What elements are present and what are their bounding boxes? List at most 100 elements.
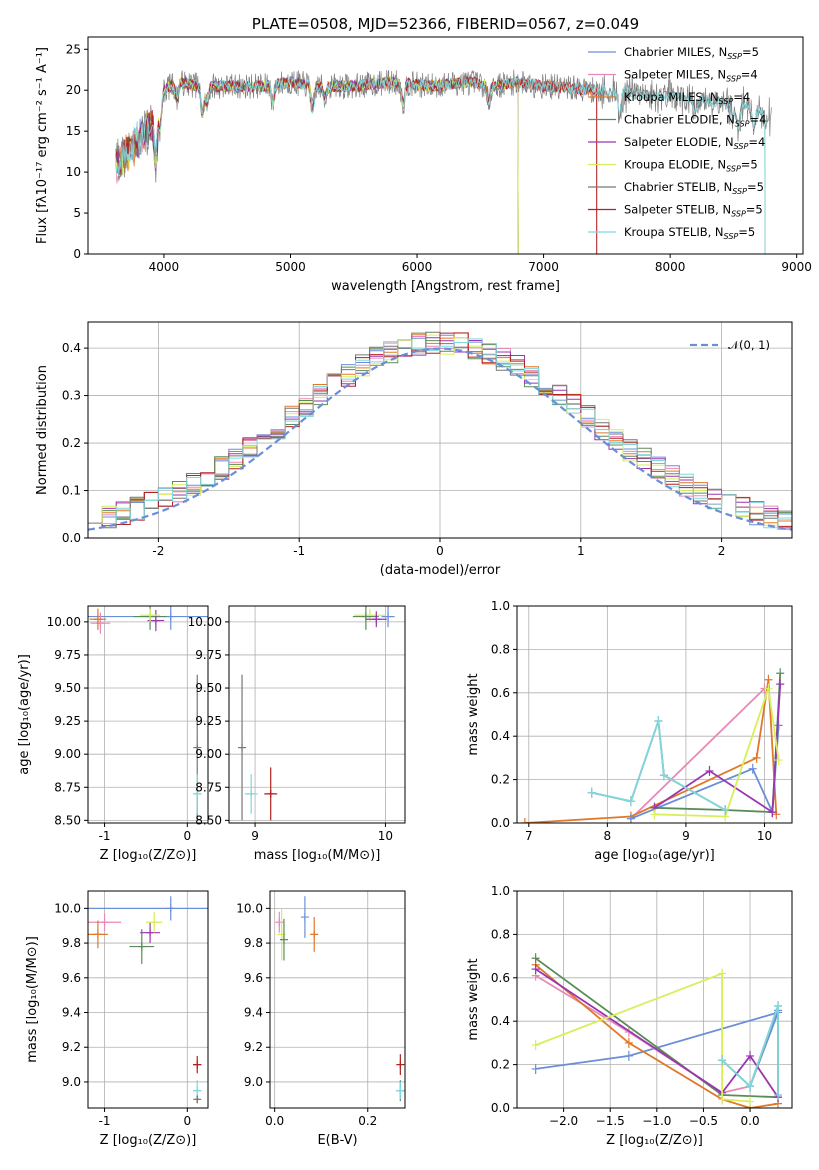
model-spectrum-salpeter_elodie [115, 75, 519, 254]
y-tick-label: 0.0 [491, 1101, 510, 1115]
legend-label-kroupa_miles: Kroupa MILES, NSSP=4 [624, 90, 750, 106]
y-tick-label: 9.50 [195, 681, 222, 695]
y-axis-label: Normed distribution [35, 365, 50, 495]
weight-line-kroupa_miles [524, 679, 778, 823]
y-tick-label: 0 [73, 247, 81, 261]
data-point-chabrier_miles [166, 904, 175, 913]
data-point-chabrier_elodie [279, 935, 288, 944]
y-tick-label: 9.25 [195, 714, 222, 728]
weight-line-kroupa_elodie [654, 688, 780, 818]
x-tick-label: 4000 [149, 260, 180, 274]
y-tick-label: 0.6 [491, 971, 510, 985]
weight-point-chabrier_miles [748, 763, 757, 774]
axes-weight_vs_age: 7 8 9 10 0.0 0.2 0.4 0.6 0.8 1.0 age [log₁₀(age/yr… [466, 599, 793, 863]
data-point-chabrier_stelib [238, 743, 247, 752]
y-tick-label: 0.6 [491, 686, 510, 700]
y-tick-label: 9.75 [195, 648, 222, 662]
x-tick-label: 9 [682, 829, 690, 843]
weight-point-chabrier_miles [624, 1050, 633, 1061]
y-tick-label: 9.00 [195, 747, 222, 761]
axes-frame [87, 36, 804, 255]
model-spectrum-kroupa_stelib [115, 76, 766, 254]
y-tick-label: 9.75 [54, 648, 81, 662]
x-tick-label: -1 [99, 829, 111, 843]
y-tick-label: 1.0 [491, 599, 510, 613]
data-point-salpeter_stelib [396, 1060, 405, 1069]
legend-label-gaussian: 𝒩(0, 1) [728, 338, 770, 352]
data-point-kroupa_elodie [150, 918, 159, 927]
weight-point-kroupa_elodie [718, 968, 727, 979]
data-point-kroupa_miles [93, 615, 102, 624]
weight-point-kroupa_stelib [587, 787, 596, 798]
model-spectrum-kroupa_elodie [115, 76, 519, 254]
plot-area [88, 896, 208, 1104]
x-tick-label: −0.5 [689, 1114, 718, 1128]
y-tick-label: 0.4 [491, 729, 510, 743]
y-tick-label: 10.0 [54, 901, 81, 915]
y-tick-label: 0.4 [62, 341, 81, 355]
x-axis-label: mass [log₁₀(M/M⊙)] [254, 848, 381, 863]
legend-label-chabrier_miles: Chabrier MILES, NSSP=5 [624, 45, 759, 61]
model-spectrum-salpeter_miles [115, 76, 598, 254]
data-point-salpeter_miles [100, 918, 109, 927]
data-point-chabrier_miles [384, 612, 393, 621]
legend: Chabrier MILES, NSSP=5 Salpeter MILES, NS… [588, 45, 766, 241]
x-tick-label: 1 [577, 544, 585, 558]
y-tick-label: 0.1 [62, 484, 81, 498]
plot-area [275, 896, 405, 1102]
weight-point-chabrier_elodie [531, 953, 540, 964]
x-tick-label: 0.0 [741, 1114, 760, 1128]
weight-point-salpeter_elodie [768, 807, 777, 818]
y-tick-label: 0.3 [62, 389, 81, 403]
chart-title: PLATE=0508, MJD=52366, FIBERID=0567, z=0… [252, 15, 639, 33]
x-tick-label: 0 [183, 1114, 191, 1128]
y-axis-label: Flux [fλ10⁻¹⁷ erg cm⁻² s⁻¹ A⁻¹] [35, 47, 50, 244]
weight-point-kroupa_stelib [654, 716, 663, 727]
y-tick-label: 10.0 [236, 901, 263, 915]
x-tick-label: −2.0 [549, 1114, 578, 1128]
x-tick-label: 10 [757, 829, 772, 843]
weight-line-chabrier_miles [630, 725, 780, 820]
weight-point-chabrier_miles [626, 813, 635, 823]
y-tick-label: 10.00 [47, 615, 81, 629]
x-tick-label: -2 [152, 544, 164, 558]
weight-line-chabrier_elodie [654, 673, 782, 814]
x-tick-label: 0.0 [265, 1114, 284, 1128]
x-axis-label: E(B-V) [317, 1133, 357, 1148]
legend-label-salpeter_elodie: Salpeter ELODIE, NSSP=4 [624, 135, 765, 151]
y-tick-label: 0.2 [491, 773, 510, 787]
data-point-kroupa_elodie [146, 611, 155, 620]
y-tick-label: 9.00 [54, 747, 81, 761]
y-tick-label: 25 [66, 42, 81, 56]
data-point-chabrier_elodie [137, 942, 146, 951]
x-axis-label: wavelength [Angstrom, rest frame] [331, 279, 560, 294]
weight-point-kroupa_elodie [650, 809, 659, 820]
y-tick-label: 0.4 [491, 1014, 510, 1028]
weight-line-salpeter_elodie [653, 684, 782, 814]
data-point-kroupa_stelib [247, 789, 256, 798]
y-tick-label: 9.2 [62, 1040, 81, 1054]
y-tick-label: 9.0 [62, 1075, 81, 1089]
weight-point-kroupa_stelib [659, 770, 668, 781]
y-axis-label: mass weight [466, 958, 481, 1040]
data-point-chabrier_miles [300, 913, 309, 922]
weight-line-salpeter_miles [535, 974, 751, 1094]
weight-point-salpeter_elodie [776, 679, 785, 690]
data-point-kroupa_miles [93, 930, 102, 939]
plot-area [520, 668, 785, 823]
axes-residuals: -2 -1 0 1 2 0.0 0.1 0.2 0.3 0.4 (data-model)/error… [35, 321, 793, 578]
legend-label-salpeter_miles: Salpeter MILES, NSSP=4 [624, 68, 758, 84]
x-tick-label: 10 [378, 829, 393, 843]
weight-point-salpeter_elodie [531, 964, 540, 975]
weight-point-chabrier_elodie [776, 668, 785, 679]
legend-label-kroupa_stelib: Kroupa STELIB, NSSP=5 [624, 225, 755, 241]
residual-histogram-salpeter_stelib [88, 332, 792, 527]
data-point-kroupa_miles [310, 930, 319, 939]
x-axis-label: (data-model)/error [380, 563, 501, 578]
y-tick-label: 5 [73, 206, 81, 220]
plot-area [88, 606, 208, 821]
weight-point-kroupa_miles [624, 1037, 633, 1048]
y-tick-label: 0.8 [491, 642, 510, 656]
data-point-salpeter_elodie [146, 928, 155, 937]
weight-point-kroupa_elodie [531, 1040, 540, 1051]
